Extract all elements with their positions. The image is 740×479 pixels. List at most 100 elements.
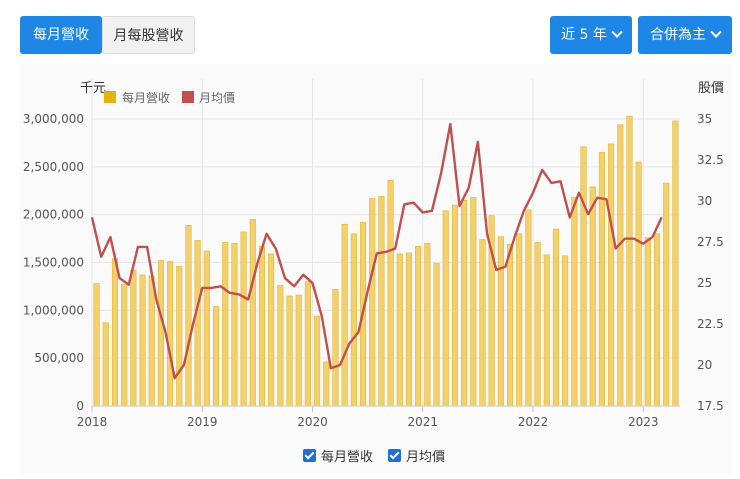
y-right-tick: 30: [697, 194, 712, 208]
legend-label-revenue: 每月營收: [122, 90, 170, 105]
price-line: [90, 122, 663, 380]
revenue-bar: [139, 274, 146, 407]
range-dropdown-label: 近 5 年: [561, 27, 607, 43]
x-tick-label: 2022: [518, 415, 549, 429]
revenue-bar: [617, 124, 624, 407]
y-left-tick: 2,000,000: [23, 208, 84, 222]
revenue-bar: [663, 182, 670, 407]
revenue-bar: [534, 242, 541, 407]
y-right-tick: 27.5: [697, 235, 724, 249]
revenue-bar: [157, 260, 164, 407]
y-right-tick: 17.5: [697, 399, 724, 413]
revenue-bar: [268, 253, 275, 407]
revenue-bar: [516, 233, 523, 407]
y-left-label: 千元: [80, 81, 106, 96]
revenue-bar: [323, 361, 330, 407]
y-left-tick: 2,500,000: [23, 160, 84, 174]
revenue-bar: [580, 146, 587, 407]
revenue-bar: [286, 295, 293, 407]
revenue-bar: [424, 243, 431, 407]
basis-dropdown-label: 合併為主: [650, 27, 706, 43]
revenue-bar: [378, 196, 385, 407]
tab-monthly-eps-revenue[interactable]: 月每股營收: [102, 16, 195, 54]
x-tick-label: 2019: [187, 415, 218, 429]
revenue-bar: [415, 245, 422, 407]
legend-swatch-revenue: [104, 91, 116, 103]
legend-bottom: 每月營收 月均價: [0, 446, 740, 466]
revenue-bar: [396, 253, 403, 407]
revenue-bar: [93, 283, 100, 407]
revenue-bar: [350, 233, 357, 407]
y-right-tick: 22.5: [697, 317, 724, 331]
revenue-bar: [608, 143, 615, 407]
revenue-bar: [626, 115, 633, 407]
revenue-bar: [571, 197, 578, 407]
revenue-bar: [194, 240, 201, 407]
revenue-bar: [148, 275, 155, 407]
revenue-bar: [102, 322, 109, 407]
revenue-bar: [176, 266, 183, 407]
revenue-bar: [295, 294, 302, 407]
basis-dropdown[interactable]: 合併為主: [638, 16, 732, 54]
revenue-bar: [461, 200, 468, 407]
revenue-bar: [369, 198, 376, 407]
toggle-price-series[interactable]: 月均價: [388, 446, 445, 465]
axes: 0 500,000 1,000,000 1,500,000 2,000,000 2,500…: [23, 112, 724, 429]
revenue-bar: [222, 242, 229, 407]
revenue-bar: [121, 284, 128, 407]
y-left-tick: 1,000,000: [23, 303, 84, 317]
revenue-bar: [433, 263, 440, 407]
revenue-bar: [130, 269, 137, 407]
revenue-bar: [341, 223, 348, 407]
revenue-bar: [212, 306, 220, 407]
revenue-bar: [111, 258, 119, 407]
y-right-label: 股價: [698, 81, 724, 96]
revenue-bars: [93, 115, 679, 407]
toggle-revenue-label: 每月營收: [321, 450, 374, 465]
y-right-tick: 32.5: [697, 153, 724, 167]
range-dropdown[interactable]: 近 5 年: [550, 16, 632, 54]
toggle-revenue-series[interactable]: 每月營收: [303, 446, 373, 465]
tab-monthly-revenue[interactable]: 每月營收: [20, 16, 102, 54]
revenue-bar: [635, 161, 642, 407]
revenue-bar: [497, 236, 504, 407]
revenue-bar: [332, 288, 339, 407]
revenue-bar: [258, 245, 266, 407]
legend-swatch-price: [182, 91, 194, 103]
revenue-bar: [653, 233, 661, 407]
revenue-bar: [479, 239, 486, 407]
revenue-bar: [314, 315, 321, 407]
y-left-tick: 500,000: [34, 351, 84, 365]
revenue-bar: [506, 244, 514, 407]
revenue-bar: [304, 281, 311, 407]
revenue-bar: [277, 285, 284, 407]
revenue-bar: [387, 179, 394, 407]
y-right-tick: 20: [697, 358, 712, 372]
toggle-price-label: 月均價: [406, 450, 446, 465]
revenue-bar: [249, 219, 256, 407]
revenue-bar: [589, 186, 596, 407]
revenue-bar: [672, 120, 679, 407]
revenue-bar: [562, 255, 569, 407]
revenue-bar: [451, 204, 458, 407]
legend-top: 每月營收 月均價: [104, 90, 235, 105]
x-tick-label: 2021: [407, 415, 438, 429]
x-tick-label: 2020: [297, 415, 328, 429]
revenue-bar: [185, 224, 192, 407]
revenue-bar: [644, 237, 651, 407]
checkbox-icon[interactable]: [303, 449, 316, 462]
revenue-bar: [598, 152, 605, 407]
y-right-tick: 25: [697, 276, 712, 290]
revenue-bar: [442, 210, 449, 407]
revenue-bar: [525, 209, 532, 407]
checkbox-icon[interactable]: [388, 449, 401, 462]
y-left-tick: 3,000,000: [23, 112, 84, 126]
y-left-tick: 1,500,000: [23, 256, 84, 270]
toolbar: 每月營收 月每股營收 近 5 年 合併為主: [0, 0, 740, 60]
y-right-tick: 35: [697, 112, 712, 126]
revenue-bar: [240, 231, 247, 407]
revenue-bar: [231, 243, 238, 407]
revenue-bar: [405, 252, 413, 407]
revenue-bar: [543, 254, 550, 407]
